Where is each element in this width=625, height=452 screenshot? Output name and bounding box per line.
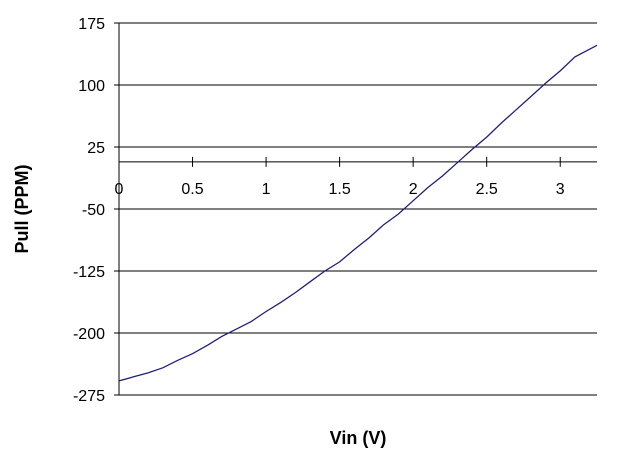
y-tick-label: -275 xyxy=(73,388,105,405)
y-tick-label: 100 xyxy=(78,78,105,95)
y-axis-title: Pull (PPM) xyxy=(12,164,32,253)
x-tick-label: 2 xyxy=(409,181,418,198)
y-tick-label: -50 xyxy=(82,202,105,219)
x-tick-label: 3 xyxy=(556,181,565,198)
x-tick-label: 1.5 xyxy=(328,181,350,198)
x-tick-label: 0.5 xyxy=(181,181,203,198)
series xyxy=(118,44,598,382)
x-axis-title: Vin (V) xyxy=(330,428,387,448)
x-tick-label: 2.5 xyxy=(476,181,498,198)
x-tick-label: 1 xyxy=(262,181,271,198)
y-tick-label: 175 xyxy=(78,16,105,33)
x-tick-labels: 0 0.5 1 1.5 2 2.5 3 xyxy=(115,156,565,198)
axes xyxy=(118,23,597,395)
series-line xyxy=(118,44,598,382)
y-tick-label: -200 xyxy=(73,326,105,343)
y-tick-labels: 175 100 25 -50 -125 -200 -275 xyxy=(73,16,105,405)
gridlines xyxy=(114,22,597,396)
y-tick-label: 25 xyxy=(87,140,105,157)
y-tick-label: -125 xyxy=(73,264,105,281)
x-tick-label: 0 xyxy=(115,181,124,198)
